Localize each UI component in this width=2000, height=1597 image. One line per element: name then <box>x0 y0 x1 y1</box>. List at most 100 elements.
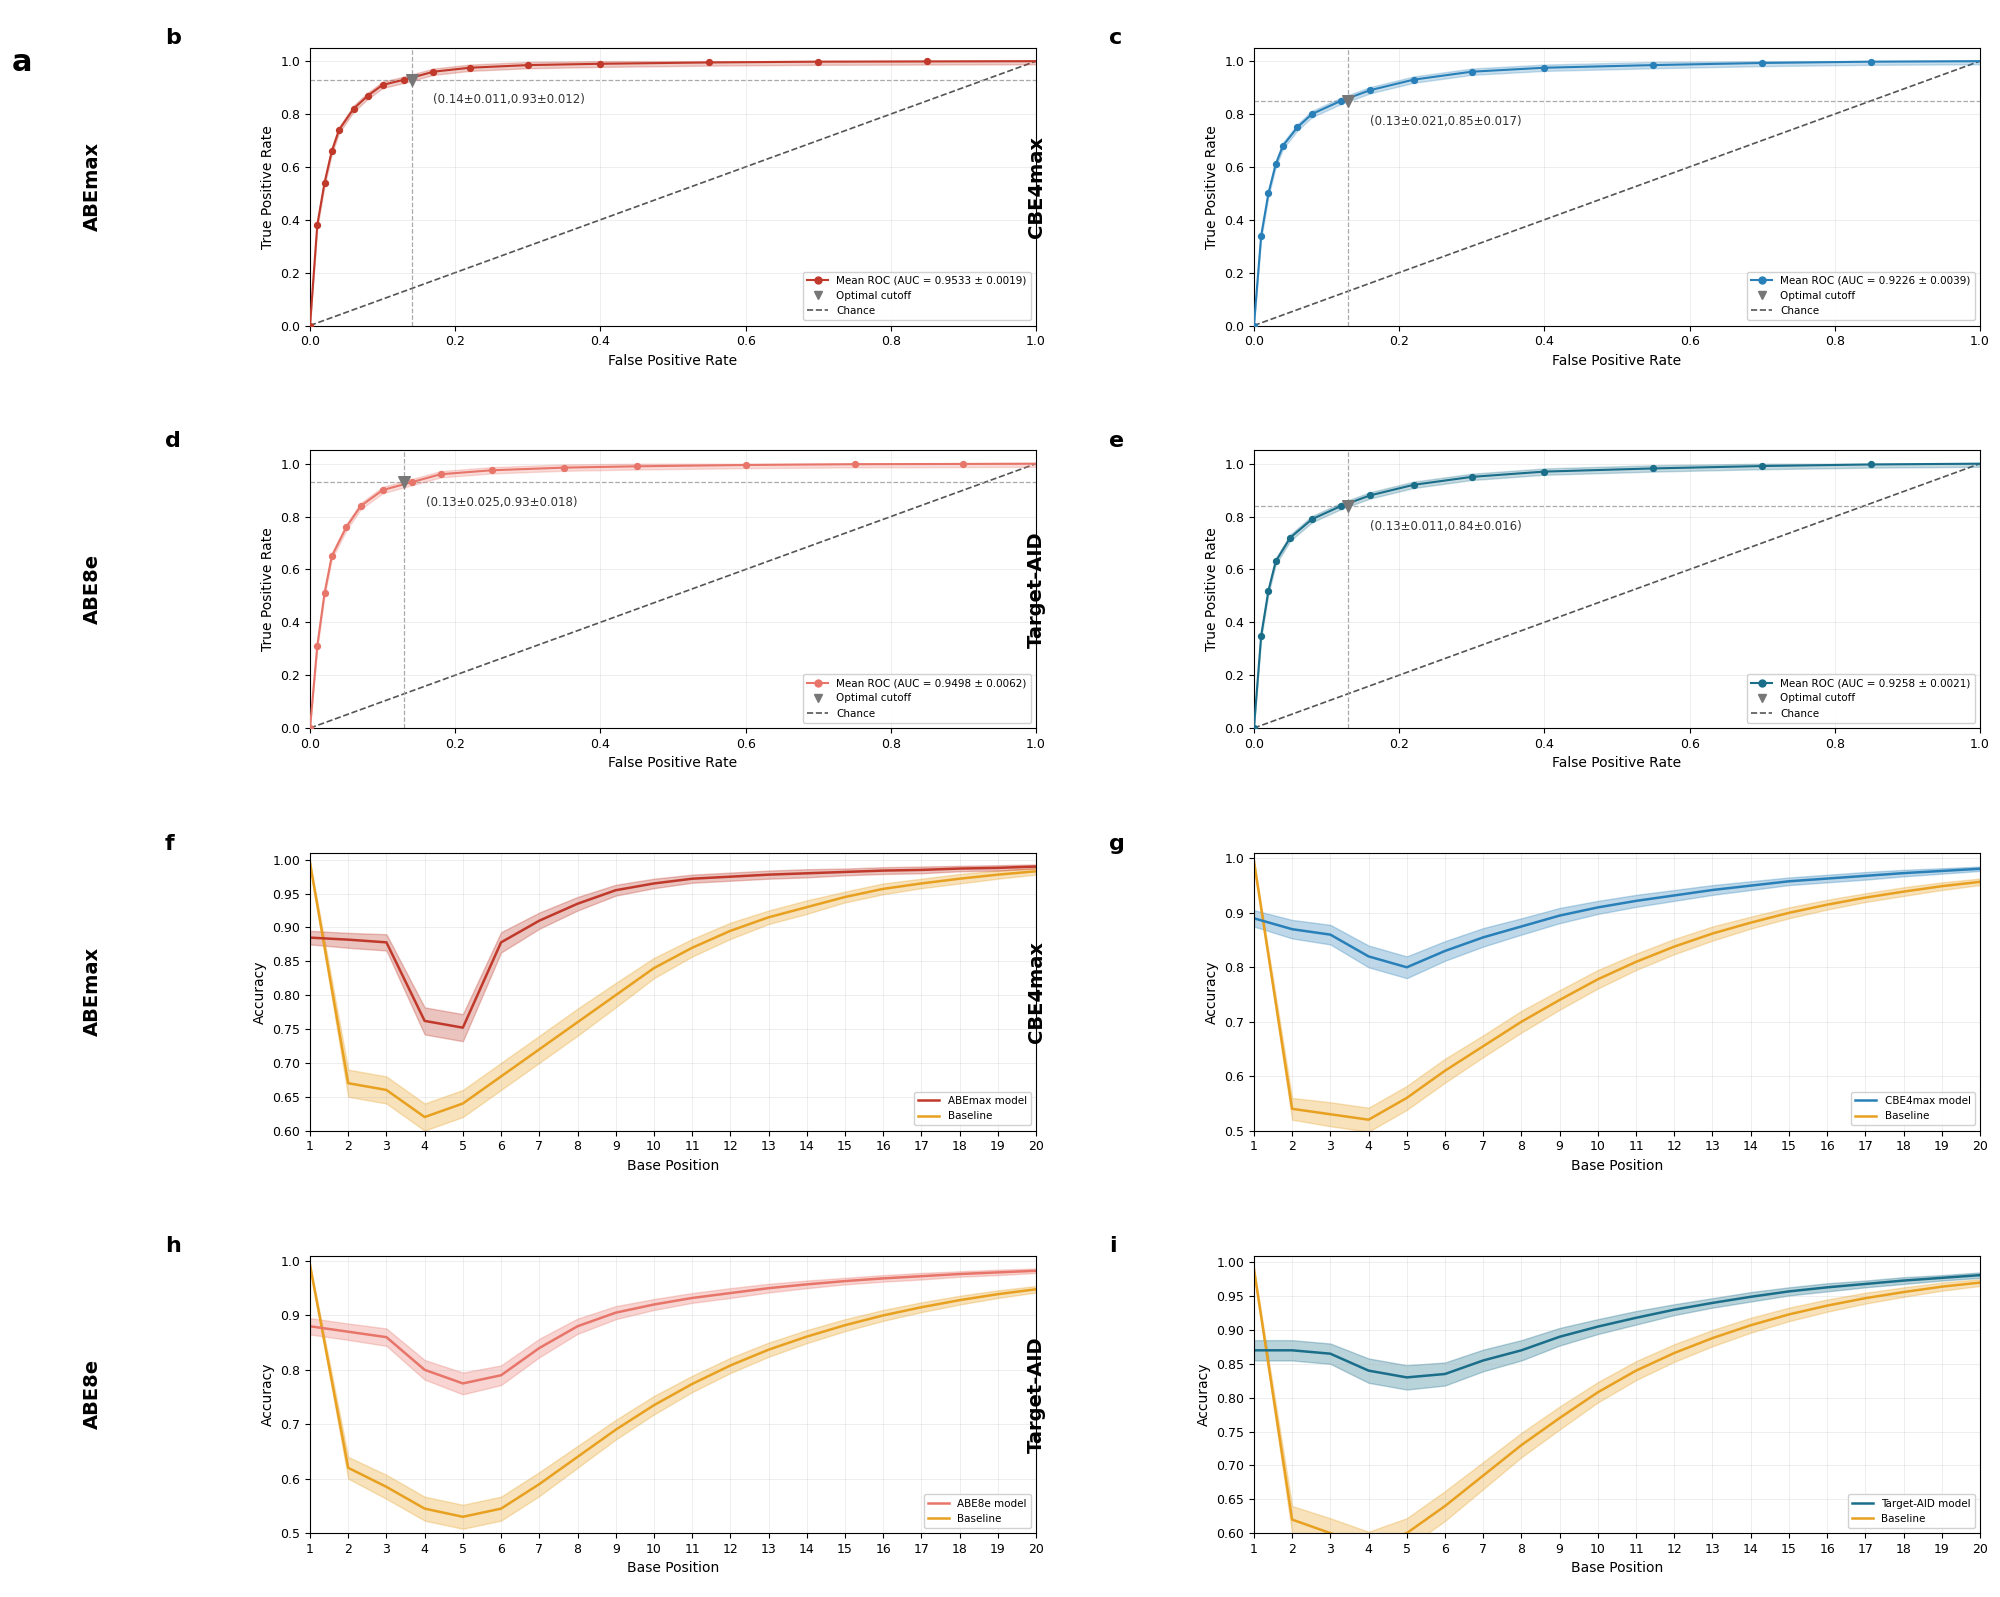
Point <box>1332 493 1364 519</box>
Point <box>1528 54 1560 80</box>
Point <box>316 139 348 164</box>
Point <box>1238 313 1270 339</box>
Text: ABE8e: ABE8e <box>82 1359 102 1429</box>
Point <box>1746 454 1778 479</box>
Point <box>1282 115 1314 141</box>
Y-axis label: Accuracy: Accuracy <box>1204 960 1218 1024</box>
X-axis label: Base Position: Base Position <box>1570 1159 1664 1172</box>
X-axis label: False Positive Rate: False Positive Rate <box>1552 355 1682 367</box>
Point <box>948 450 980 476</box>
Point <box>1528 458 1560 484</box>
Point <box>1456 59 1488 85</box>
Point <box>1856 452 1888 478</box>
Point <box>302 634 334 660</box>
Text: (0.13±0.025,0.93±0.018): (0.13±0.025,0.93±0.018) <box>426 497 578 509</box>
X-axis label: Base Position: Base Position <box>626 1562 720 1575</box>
Y-axis label: True Positive Rate: True Positive Rate <box>1204 125 1218 249</box>
Point <box>294 313 326 339</box>
Point <box>512 53 544 78</box>
Point <box>620 454 652 479</box>
Point <box>1354 482 1386 508</box>
Point <box>1856 50 1888 75</box>
X-axis label: Base Position: Base Position <box>1570 1562 1664 1575</box>
Text: d: d <box>164 431 180 450</box>
Point <box>1326 493 1358 519</box>
Text: (0.14±0.011,0.93±0.012): (0.14±0.011,0.93±0.012) <box>434 94 586 107</box>
Point <box>1296 506 1328 532</box>
Text: ABE8e: ABE8e <box>82 554 102 624</box>
Point <box>366 478 398 503</box>
Point <box>1274 525 1306 551</box>
Legend: Mean ROC (AUC = 0.9226 ± 0.0039), Optimal cutoff, Chance: Mean ROC (AUC = 0.9226 ± 0.0039), Optima… <box>1746 271 1974 321</box>
Point <box>838 452 870 478</box>
Y-axis label: Accuracy: Accuracy <box>1196 1362 1210 1426</box>
Point <box>1238 715 1270 741</box>
Point <box>802 50 834 75</box>
Point <box>418 59 450 85</box>
Legend: CBE4max model, Baseline: CBE4max model, Baseline <box>1852 1092 1974 1126</box>
X-axis label: Base Position: Base Position <box>626 1159 720 1172</box>
Text: Target-AID: Target-AID <box>1026 530 1046 647</box>
Y-axis label: Accuracy: Accuracy <box>252 960 266 1024</box>
Text: i: i <box>1108 1236 1116 1257</box>
Point <box>476 457 508 482</box>
Point <box>912 48 944 73</box>
Y-axis label: Accuracy: Accuracy <box>260 1362 274 1426</box>
Legend: Target-AID model, Baseline: Target-AID model, Baseline <box>1848 1495 1974 1528</box>
Point <box>1260 549 1292 575</box>
X-axis label: False Positive Rate: False Positive Rate <box>608 355 738 367</box>
Point <box>694 50 726 75</box>
Point <box>1746 50 1778 75</box>
Point <box>1246 224 1278 249</box>
Point <box>1260 152 1292 177</box>
Point <box>424 462 456 487</box>
Point <box>366 72 398 97</box>
Point <box>338 96 370 121</box>
Point <box>1252 180 1284 206</box>
Point <box>1246 623 1278 648</box>
Y-axis label: True Positive Rate: True Positive Rate <box>1204 527 1218 652</box>
Point <box>1266 133 1298 158</box>
X-axis label: False Positive Rate: False Positive Rate <box>1552 757 1682 770</box>
Point <box>1296 101 1328 126</box>
Point <box>396 67 428 93</box>
Point <box>730 452 762 478</box>
Point <box>330 514 362 540</box>
Point <box>1354 77 1386 102</box>
Point <box>302 212 334 238</box>
Point <box>324 117 356 142</box>
Point <box>454 54 486 80</box>
Point <box>548 455 580 481</box>
Point <box>388 67 420 93</box>
Point <box>396 470 428 495</box>
X-axis label: False Positive Rate: False Positive Rate <box>608 757 738 770</box>
Text: (0.13±0.021,0.85±0.017): (0.13±0.021,0.85±0.017) <box>1370 115 1522 128</box>
Text: ABEmax: ABEmax <box>82 142 102 232</box>
Text: b: b <box>164 29 180 48</box>
Text: g: g <box>1108 834 1124 853</box>
Point <box>308 580 340 605</box>
Point <box>1332 88 1364 113</box>
Text: e: e <box>1108 431 1124 450</box>
Text: c: c <box>1108 29 1122 48</box>
Point <box>1398 473 1430 498</box>
Text: f: f <box>164 834 174 853</box>
Text: a: a <box>12 48 32 77</box>
Text: CBE4max: CBE4max <box>1026 136 1046 238</box>
Point <box>388 470 420 495</box>
Point <box>1456 465 1488 490</box>
Legend: Mean ROC (AUC = 0.9533 ± 0.0019), Optimal cutoff, Chance: Mean ROC (AUC = 0.9533 ± 0.0019), Optima… <box>804 271 1030 321</box>
Text: CBE4max: CBE4max <box>1026 941 1046 1043</box>
Point <box>352 83 384 109</box>
Text: h: h <box>164 1236 180 1257</box>
Legend: Mean ROC (AUC = 0.9258 ± 0.0021), Optimal cutoff, Chance: Mean ROC (AUC = 0.9258 ± 0.0021), Optima… <box>1746 674 1974 723</box>
Point <box>1638 455 1670 481</box>
Point <box>316 543 348 569</box>
Point <box>1252 578 1284 604</box>
Point <box>294 715 326 741</box>
Y-axis label: True Positive Rate: True Positive Rate <box>260 527 274 652</box>
Point <box>1398 67 1430 93</box>
Point <box>1638 53 1670 78</box>
Text: (0.13±0.011,0.84±0.016): (0.13±0.011,0.84±0.016) <box>1370 519 1522 533</box>
Point <box>584 51 616 77</box>
